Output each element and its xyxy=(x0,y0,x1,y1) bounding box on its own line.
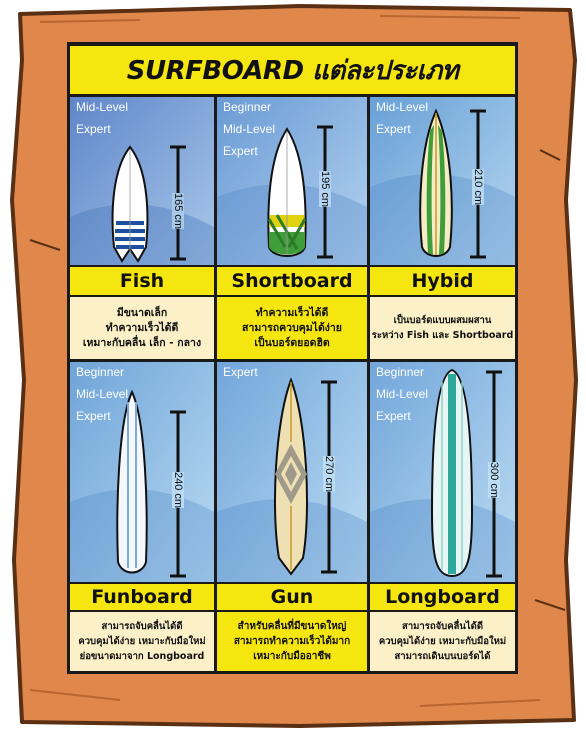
level-label: Mid-Level xyxy=(76,387,129,401)
board-description: มีขนาดเล็ก ทำความเร็วได้ดี เหมาะกับคลื่น… xyxy=(70,297,214,359)
level-label: Beginner xyxy=(76,365,125,379)
description-line: สามารถเดินบนบอร์ดได้ xyxy=(394,651,491,662)
level-label: Mid-Level xyxy=(76,100,129,114)
level-label: Mid-Level xyxy=(376,387,429,401)
length-label: 210 cm xyxy=(472,169,484,206)
gun-surfboard-icon xyxy=(274,377,308,576)
level-label: Mid-Level xyxy=(376,100,429,114)
description-line: สามารถควบคุมได้ง่าย xyxy=(242,321,342,334)
hybrid-surfboard-icon xyxy=(419,108,453,257)
description-line: ทำความเร็วได้ดี xyxy=(105,321,179,334)
board-description: ทำความเร็วได้ดี สามารถควบคุมได้ง่าย เป็น… xyxy=(217,297,367,359)
board-name: Longboard xyxy=(370,584,515,610)
funboard-panel: 240 cm Beginner Mid-Level Expert xyxy=(70,362,214,582)
level-label: Expert xyxy=(223,144,258,158)
description-line: สำหรับคลื่นที่มีขนาดใหญ่ xyxy=(237,621,347,632)
description-line: สามารถทำความเร็วได้มาก xyxy=(233,636,351,647)
board-name: Gun xyxy=(217,584,367,610)
description-line: ระหว่าง Fish และ Shortboard xyxy=(371,330,514,341)
page-title: SURFBOARD แต่ละประเภท xyxy=(126,55,459,86)
level-label: Mid-Level xyxy=(223,122,276,136)
description-line: มีขนาดเล็ก xyxy=(116,306,168,319)
hybid-panel: 210 cm Mid-Level Expert xyxy=(370,97,515,265)
description-line: สามารถจับคลื่นได้ดี xyxy=(101,621,183,632)
level-label: Beginner xyxy=(376,365,425,379)
board-name: Hybid xyxy=(370,267,515,295)
length-label: 270 cm xyxy=(323,456,335,493)
description-line: ควบคุมได้ง่าย เหมาะกับมือใหม่ xyxy=(78,636,206,647)
description-line: เหมาะกับคลื่น เล็ก - กลาง xyxy=(82,336,202,349)
longboard-icon xyxy=(430,368,474,578)
shortboard-icon xyxy=(267,127,307,257)
board-name: Funboard xyxy=(70,584,214,610)
funboard-icon xyxy=(116,389,148,574)
board-description: เป็นบอร์ดแบบผสมผสาน ระหว่าง Fish และ Sho… xyxy=(370,297,515,359)
description-line: ทำความเร็วได้ดี xyxy=(255,306,329,319)
length-label: 300 cm xyxy=(488,462,500,499)
description-line: สามารถจับคลื่นได้ดี xyxy=(402,621,483,632)
level-label: Expert xyxy=(376,122,411,136)
level-label: Expert xyxy=(76,409,111,423)
board-description: สำหรับคลื่นที่มีขนาดใหญ่ สามารถทำความเร็… xyxy=(217,612,367,671)
level-label: Expert xyxy=(376,409,411,423)
length-ruler-icon xyxy=(321,380,337,574)
board-name: Shortboard xyxy=(217,267,367,295)
level-label: Expert xyxy=(76,122,111,136)
length-label: 165 cm xyxy=(172,193,184,230)
title-bar: SURFBOARD แต่ละประเภท xyxy=(70,46,515,94)
description-line: ย่อขนาดมาจาก Longboard xyxy=(79,651,205,662)
description-line: เป็นบอร์ดยอดฮิต xyxy=(254,336,330,349)
length-label: 240 cm xyxy=(172,472,184,509)
description-line: เหมาะกับมืออาชีพ xyxy=(253,651,331,662)
description-line: เป็นบอร์ดแบบผสมผสาน xyxy=(393,315,492,326)
shortboard-panel: 195 cm Beginner Mid-Level Expert xyxy=(217,97,367,265)
board-description: สามารถจับคลื่นได้ดี ควบคุมได้ง่าย เหมาะก… xyxy=(70,612,214,671)
board-description: สามารถจับคลื่นได้ดี ควบคุมได้ง่าย เหมาะก… xyxy=(370,612,515,671)
board-name: Fish xyxy=(70,267,214,295)
level-label: Beginner xyxy=(223,100,272,114)
length-label: 195 cm xyxy=(319,171,331,208)
longboard-panel: 300 cm Beginner Mid-Level Expert xyxy=(370,362,515,582)
gun-panel: 270 cm Expert xyxy=(217,362,367,582)
fish-panel: 165 cm Mid-Level Expert xyxy=(70,97,214,265)
fish-surfboard-icon xyxy=(111,145,149,263)
level-label: Expert xyxy=(223,365,258,379)
description-line: ควบคุมได้ง่าย เหมาะกับมือใหม่ xyxy=(378,636,507,647)
